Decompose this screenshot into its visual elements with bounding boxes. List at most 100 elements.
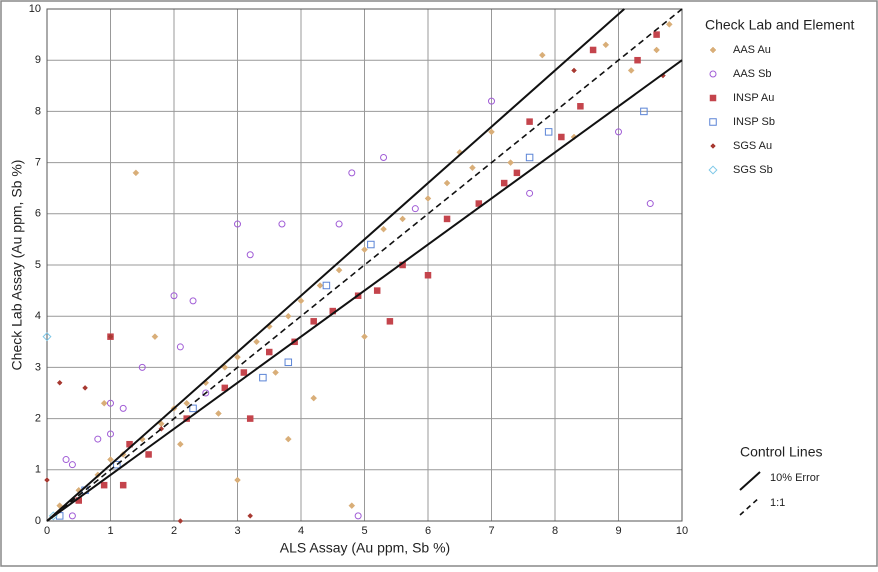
- point: [183, 399, 191, 407]
- plot-border: [46, 8, 683, 522]
- control-line: [46, 8, 683, 522]
- point: [297, 297, 305, 305]
- point: [107, 399, 114, 407]
- legend-label: INSP Au: [733, 92, 774, 104]
- legend-label: AAS Au: [733, 44, 771, 56]
- point: [266, 348, 273, 356]
- point: [443, 179, 451, 187]
- point: [100, 481, 108, 489]
- point: [348, 169, 356, 177]
- point: [113, 460, 121, 469]
- point: [189, 404, 197, 413]
- point: [577, 103, 584, 110]
- x-tick-label: 5: [361, 525, 367, 537]
- point: [640, 107, 648, 116]
- point: [538, 51, 546, 59]
- point: [310, 394, 318, 402]
- point: [310, 318, 317, 325]
- y-tick-label: 4: [35, 310, 41, 322]
- point: [367, 240, 375, 249]
- point: [380, 153, 388, 161]
- point: [602, 41, 610, 49]
- point: [348, 502, 356, 509]
- point: [240, 369, 248, 376]
- x-tick-label: 3: [234, 525, 240, 537]
- point: [424, 195, 432, 202]
- point: [500, 179, 508, 187]
- point: [259, 373, 267, 382]
- point: [44, 477, 50, 483]
- control-legend-title: Control Lines: [740, 444, 823, 460]
- x-tick-label: 1: [107, 525, 113, 537]
- legend-line: [739, 471, 761, 491]
- control-line: [46, 8, 625, 522]
- point: [119, 404, 127, 412]
- point: [42, 332, 52, 342]
- point: [634, 56, 641, 64]
- point: [443, 215, 451, 223]
- x-tick-label: 7: [488, 525, 494, 537]
- x-tick-label: 2: [171, 525, 177, 537]
- point: [316, 282, 324, 289]
- point: [507, 159, 514, 166]
- point: [373, 287, 381, 294]
- legend-marker: [710, 143, 716, 149]
- point: [138, 363, 146, 371]
- x-tick-label: 0: [44, 525, 50, 537]
- y-tick-label: 7: [35, 157, 41, 169]
- y-tick-label: 0: [35, 515, 41, 527]
- point: [100, 399, 108, 407]
- point: [107, 456, 114, 463]
- point: [145, 451, 152, 458]
- point: [488, 97, 495, 105]
- point: [653, 31, 660, 38]
- point: [170, 292, 178, 300]
- point: [247, 513, 254, 519]
- y-axis-label: Check Lab Assay (Au ppm, Sb %): [9, 160, 25, 371]
- point: [177, 518, 184, 524]
- y-tick-label: 3: [35, 361, 41, 373]
- x-tick-label: 8: [552, 525, 558, 537]
- point: [526, 118, 533, 125]
- legend-marker: [708, 165, 718, 175]
- point: [132, 169, 140, 177]
- point: [234, 220, 241, 228]
- point: [386, 318, 394, 325]
- y-tick-label: 6: [35, 208, 41, 220]
- y-tick-label: 8: [35, 105, 41, 117]
- point: [526, 189, 534, 197]
- point: [56, 379, 63, 386]
- point: [544, 128, 553, 136]
- legend-line: [739, 496, 761, 516]
- legend-marker: [709, 118, 717, 126]
- point: [284, 358, 293, 367]
- point: [361, 333, 368, 341]
- point: [215, 410, 222, 417]
- y-tick-label: 10: [29, 3, 41, 15]
- x-tick-label: 9: [615, 525, 621, 537]
- point: [361, 246, 368, 253]
- point: [189, 297, 197, 305]
- point: [589, 46, 597, 54]
- point: [335, 220, 343, 228]
- control-line: [46, 59, 683, 522]
- x-axis-label: ALS Assay (Au ppm, Sb %): [280, 540, 450, 556]
- point: [284, 312, 292, 320]
- legend-label: 1:1: [770, 497, 785, 509]
- point: [665, 21, 673, 28]
- x-tick-label: 4: [298, 525, 304, 537]
- point: [469, 164, 476, 172]
- point: [558, 133, 565, 141]
- y-tick-label: 1: [35, 464, 41, 476]
- point: [571, 67, 577, 74]
- point: [615, 128, 622, 136]
- point: [513, 169, 521, 177]
- point: [475, 200, 483, 207]
- point: [68, 461, 76, 469]
- point: [221, 384, 229, 392]
- point: [653, 46, 660, 54]
- point: [525, 153, 534, 162]
- point: [82, 385, 88, 391]
- point: [411, 205, 419, 213]
